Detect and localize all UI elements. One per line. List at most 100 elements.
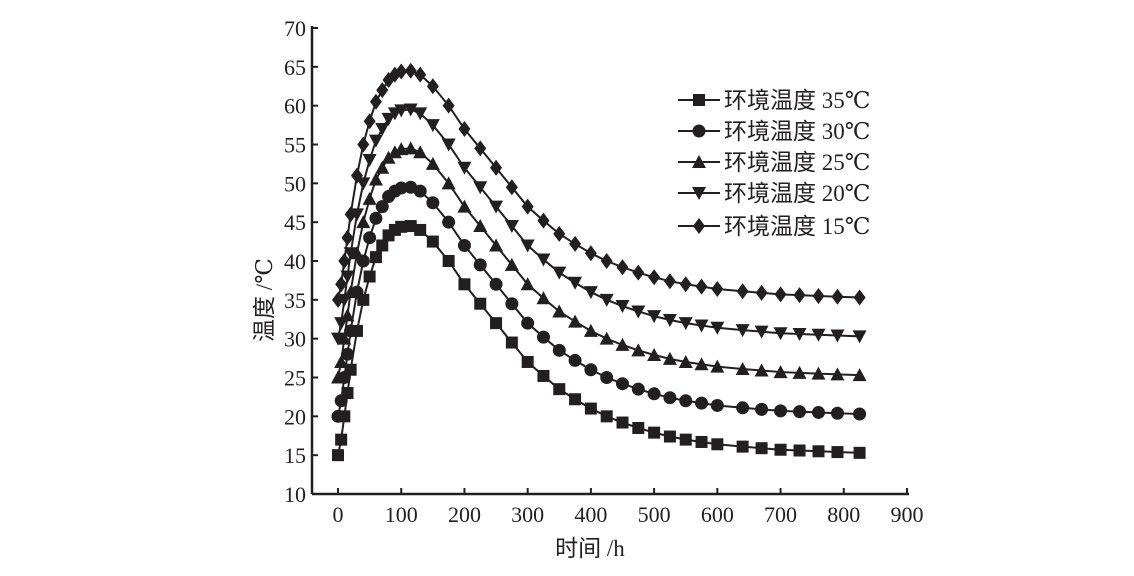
data-point [474,297,487,310]
data-point [615,337,630,351]
data-point [490,317,503,330]
data-point [349,246,364,260]
data-point [340,347,354,361]
x-tick-label: 0 [333,502,344,527]
data-point [337,331,352,345]
y-tick-label: 30 [284,327,306,352]
data-point [811,405,825,419]
data-point [616,259,629,276]
data-point [441,138,456,152]
y-tick-label: 55 [284,133,306,158]
legend-item: 环境温度 20℃ [678,181,870,206]
data-point [852,368,867,382]
data-point [413,107,428,121]
x-tick-label: 900 [891,502,924,527]
legend-item: 环境温度 15℃ [678,214,870,239]
data-point [711,438,724,451]
x-tick-label: 400 [574,502,607,527]
data-point [852,330,867,344]
data-point [583,323,598,337]
data-point [774,443,787,456]
data-point [344,206,357,223]
data-point [678,317,693,331]
data-point [736,401,750,415]
data-point [376,239,389,252]
legend-item: 环境温度 35℃ [678,88,870,113]
data-point [536,253,551,267]
data-point [537,212,550,229]
data-point [331,332,345,346]
data-point [368,172,383,186]
data-point [568,276,583,290]
data-point [663,430,676,443]
data-point [647,347,662,361]
series-diamond [332,62,866,308]
data-point [363,231,377,245]
data-point [584,363,598,377]
data-point [403,103,418,117]
data-point [425,119,440,133]
data-point [774,286,787,303]
data-point [830,329,845,343]
data-point [811,366,826,380]
y-axis-label: 温度 /℃ [252,258,277,342]
data-point [394,142,409,156]
x-tick-label: 500 [638,502,671,527]
data-point [663,391,677,405]
data-point [334,317,349,331]
data-point [774,404,788,418]
data-point [457,238,471,252]
data-point [831,446,844,459]
data-point [403,141,418,155]
data-point [793,405,807,419]
data-point [568,353,582,367]
data-point [584,245,597,262]
data-point [811,328,826,342]
data-point [331,370,345,384]
data-point [648,269,661,286]
data-point [710,398,724,412]
data-point [338,253,351,269]
data-point [376,82,389,99]
data-point [631,343,646,357]
data-point [369,251,382,264]
data-point [520,277,535,291]
data-point [521,198,534,215]
y-tick-label: 25 [284,366,306,391]
data-point [710,359,725,373]
axes: 0 100 200 300 400 500 600 700 800 900 10 15 20 25 30 35… [284,16,924,527]
data-point [350,167,363,184]
data-point [678,354,693,368]
data-point [521,355,534,368]
y-tick-label: 60 [284,94,306,119]
y-tick-label: 50 [284,171,306,196]
data-point [413,184,427,198]
data-point [474,140,487,157]
data-point [334,354,349,368]
y-tick-label: 35 [284,288,306,313]
legend-item: 环境温度 30℃ [678,119,870,144]
data-point [793,287,806,304]
data-point [812,287,825,304]
data-point [663,273,676,290]
data-point [505,297,519,311]
y-tick-label: 45 [284,210,306,235]
data-point [830,367,845,381]
data-point [648,426,661,439]
data-point [662,351,677,365]
legend-label: 环境温度 15℃ [724,214,870,239]
data-point [331,409,345,423]
data-point [473,219,488,233]
data-point [710,321,725,335]
data-point [369,211,383,225]
data-point [599,331,614,345]
data-point [458,120,471,137]
data-point [505,336,518,349]
y-tick-label: 65 [284,55,306,80]
data-point [695,396,709,410]
data-point [755,442,768,455]
data-point [341,229,354,246]
data-point [552,266,567,280]
data-point [569,235,582,252]
data-point [536,330,550,344]
